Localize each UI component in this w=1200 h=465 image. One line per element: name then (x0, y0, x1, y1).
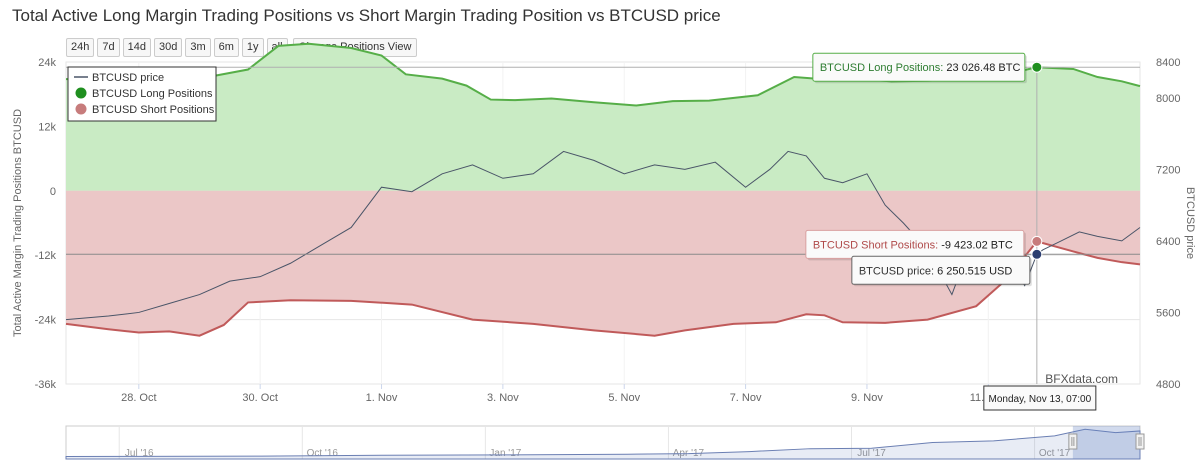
legend-long-label: BTCUSD Long Positions (92, 88, 213, 100)
short-hover-marker (1031, 235, 1043, 247)
y-right-tick-label: 6400 (1156, 236, 1180, 248)
navigator-handle-body (1135, 433, 1145, 450)
y-left-axis-title: Total Active Margin Trading Positions BT… (12, 109, 24, 337)
crosshair-time-box (983, 385, 1097, 411)
long-tooltip-box (812, 52, 1026, 82)
range-button-24h[interactable]: 24h (66, 38, 95, 57)
navigator-selection (1072, 426, 1140, 459)
x-tick-label: 28. Oct (121, 392, 156, 404)
legend-long-symbol (75, 87, 87, 99)
legend-price-label: BTCUSD price (92, 72, 164, 84)
navigator-label: Oct '16 (307, 448, 339, 459)
long-tooltip: BTCUSD Long Positions: 23 026.48 BTC (812, 52, 1027, 84)
navigator-label: Jul '17 (857, 448, 886, 459)
short-tooltip-label: BTCUSD Short Positions: (813, 239, 941, 251)
chart-title: Total Active Long Margin Trading Positio… (12, 6, 721, 25)
y-right-tick-label: 4800 (1156, 379, 1180, 391)
legend-short-symbol (75, 103, 87, 115)
range-button-7d[interactable]: 7d (97, 38, 120, 57)
short-tooltip-text: BTCUSD Short Positions: -9 423.02 BTC (813, 239, 1013, 251)
y-right-axis-title: BTCUSD price (1184, 187, 1196, 259)
short-tooltip-value: -9 423.02 BTC (941, 239, 1013, 251)
x-tick-label: 3. Nov (487, 392, 519, 404)
y-right-tick-label: 8400 (1156, 57, 1180, 69)
price-tooltip-value: 6 250.515 USD (937, 265, 1012, 277)
x-tick-label: 1. Nov (366, 392, 398, 404)
range-button-3m[interactable]: 3m (185, 38, 211, 57)
watermark-text: BFXdata.com (1045, 372, 1118, 386)
range-button-30d[interactable]: 30d (153, 38, 183, 57)
crosshair-time-label: Monday, Nov 13, 07:00 (983, 385, 1097, 411)
y-right-tick-label: 7200 (1156, 164, 1180, 176)
long-tooltip-text: BTCUSD Long Positions: 23 026.48 BTC (820, 62, 1021, 74)
short-tooltip: BTCUSD Short Positions: -9 423.02 BTC (805, 229, 1026, 261)
legend: BTCUSD price BTCUSD Long Positions BTCUSD … (67, 66, 217, 122)
y-left-tick-label: 12k (38, 121, 56, 133)
crosshair-time-text: Monday, Nov 13, 07:00 (989, 394, 1092, 405)
range-button-6m[interactable]: 6m (213, 38, 239, 57)
navigator-label: Jul '16 (125, 448, 154, 459)
navigator-label: Jan '17 (489, 448, 521, 459)
legend-box (67, 66, 217, 122)
x-tick-label: 30. Oct (242, 392, 277, 404)
price-tooltip: BTCUSD price: 6 250.515 USD (851, 255, 1032, 287)
long-tooltip-label: BTCUSD Long Positions: (820, 62, 947, 74)
y-left-tick-label: 24k (38, 57, 56, 69)
navigator-series (65, 428, 1141, 460)
y-left-tick-label: -12k (35, 250, 57, 262)
long-hover-marker (1031, 61, 1043, 73)
navigator-label: Oct '17 (1039, 448, 1071, 459)
price-tooltip-box (851, 255, 1031, 285)
legend-short-label: BTCUSD Short Positions (92, 104, 215, 116)
x-tick-label: 7. Nov (730, 392, 762, 404)
y-left-tick-label: -24k (35, 315, 57, 327)
navigator-right-handle[interactable] (1135, 433, 1145, 450)
x-tick-label: 9. Nov (851, 392, 883, 404)
x-tick-label: 5. Nov (608, 392, 640, 404)
price-tooltip-label: BTCUSD price: (859, 265, 937, 277)
y-right-tick-label: 8000 (1156, 93, 1180, 105)
range-button-14d[interactable]: 14d (122, 38, 151, 57)
price-tooltip-text: BTCUSD price: 6 250.515 USD (859, 265, 1013, 277)
navigator-left-handle[interactable] (1068, 433, 1078, 450)
navigator-frame (65, 425, 1141, 460)
y-left-tick-label: 0 (50, 186, 56, 198)
navigator-handle-body (1068, 433, 1078, 450)
short-positions-area (66, 190, 1140, 336)
long-tooltip-value: 23 026.48 BTC (946, 62, 1020, 74)
y-right-tick-label: 5600 (1156, 307, 1180, 319)
range-button-1y[interactable]: 1y (241, 38, 264, 57)
y-left-tick-label: -36k (35, 379, 57, 391)
price-hover-marker (1031, 248, 1043, 260)
